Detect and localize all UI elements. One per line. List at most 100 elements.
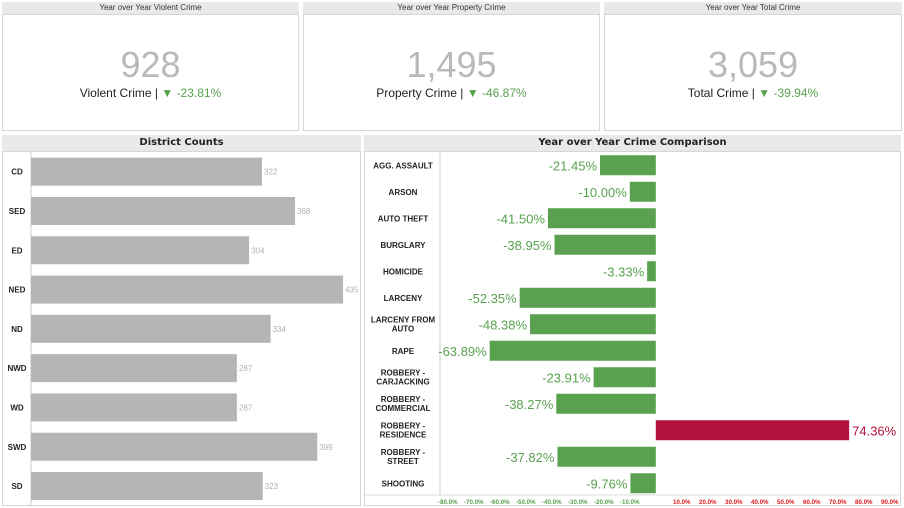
district-data-label: 334 [273,325,287,334]
yoy-data-label: -63.89% [438,344,487,359]
kpi-violent-change: -23.81% [176,86,222,100]
district-category-label: SD [11,482,22,491]
kpi-property-line: Property Crime | ▼ -46.87% [304,86,599,100]
kpi-violent-header: Year over Year Violent Crime [2,2,299,14]
district-data-label: 368 [297,207,311,216]
district-counts-panel: CD 322 SED 368 ED 304 NED 435 ND 334 NWD 287 WD 287 SW… [2,151,361,506]
yoy-bar [655,420,850,441]
yoy-bar [547,208,656,229]
yoy-bar [489,340,656,361]
district-data-label: 323 [265,482,279,491]
kpi-violent-value: 928 [120,44,181,85]
district-category-label: NWD [7,364,26,373]
yoy-category-label: LARCENY [384,294,423,303]
district-data-label: 399 [319,443,333,452]
yoy-category-label: AUTO THEFT [378,214,429,223]
yoy-tick-label: -70.0% [464,499,484,505]
district-bar [31,432,318,461]
yoy-bar [557,446,656,467]
down-arrow-icon: ▼ [161,86,174,100]
yoy-comparison-title: Year over Year Crime Comparison [364,135,901,151]
yoy-category-label: ARSON [389,188,418,197]
district-bar [31,393,237,422]
kpi-total-value: 3,059 [707,44,799,85]
district-counts-chart: CD 322 SED 368 ED 304 NED 435 ND 334 NWD 287 WD 287 SW… [7,152,359,505]
yoy-tick-label: 30.0% [725,499,743,505]
yoy-tick-label: 10.0% [673,499,691,505]
yoy-data-label: -38.27% [505,397,554,412]
yoy-category-label: RAPE [392,347,415,356]
district-bar [31,196,295,225]
district-bar [31,236,250,265]
yoy-comparison-panel: AGG. ASSAULT -21.45% ARSON -10.00% AUTO THEF… [364,151,901,506]
yoy-tick-label: 60.0% [803,499,821,505]
yoy-data-label: -21.45% [549,158,598,173]
yoy-category-label: AGG. ASSAULT [373,161,433,170]
yoy-bar [629,181,656,202]
yoy-category-label: ROBBERY -COMMERCIAL [375,395,430,413]
yoy-data-label: -41.50% [496,211,545,226]
yoy-data-label: -9.76% [586,476,628,491]
yoy-data-label: -3.33% [603,264,645,279]
yoy-data-label: -37.82% [506,450,555,465]
district-category-label: SED [9,207,26,216]
yoy-data-label: 74.36% [852,423,897,438]
yoy-bar [554,234,656,255]
yoy-tick-label: 80.0% [855,499,873,505]
district-bar [31,354,237,383]
yoy-data-label: -10.00% [578,185,627,200]
yoy-comparison-chart: AGG. ASSAULT -21.45% ARSON -10.00% AUTO THEF… [365,152,900,505]
yoy-category-label: ROBBERY -STREET [381,448,426,466]
kpi-property-change: -46.87% [482,86,527,100]
kpi-property-label: Property Crime | [376,86,464,100]
yoy-bar [647,261,656,282]
yoy-tick-label: -80.0% [438,499,458,505]
kpi-property-value: 1,495 [406,44,497,85]
yoy-tick-label: -20.0% [594,499,614,505]
district-bar [31,275,344,304]
yoy-category-label: LARCENY FROM AUTO [371,315,436,333]
kpi-violent-line: Violent Crime | ▼ -23.81% [3,86,298,100]
district-category-label: ND [11,325,23,334]
district-data-label: 435 [345,286,359,295]
yoy-tick-label: -50.0% [516,499,536,505]
yoy-category-label: BURGLARY [380,241,426,250]
yoy-tick-label: 70.0% [829,499,847,505]
kpi-violent-card: 928 Violent Crime | ▼ -23.81% [2,14,299,131]
down-arrow-icon: ▼ [466,86,479,100]
yoy-category-label: SHOOTING [382,479,425,488]
yoy-bar [593,367,656,388]
kpi-property-card: 1,495 Property Crime | ▼ -46.87% [303,14,600,131]
yoy-tick-label: -40.0% [542,499,562,505]
kpi-total-header: Year over Year Total Crime [604,2,902,14]
yoy-bar [530,314,656,335]
yoy-bar [519,287,656,308]
district-bar [31,472,263,501]
district-bar [31,314,271,343]
yoy-bar [600,155,656,176]
kpi-property-header: Year over Year Property Crime [303,2,600,14]
district-data-label: 304 [251,246,265,255]
district-data-label: 322 [264,168,278,177]
yoy-category-label: ROBBERY -RESIDENCE [380,421,427,439]
yoy-data-label: -52.35% [468,291,517,306]
yoy-tick-label: 40.0% [751,499,769,505]
kpi-total-label: Total Crime | [687,86,755,100]
district-category-label: NED [9,286,26,295]
yoy-bar [630,473,656,494]
yoy-category-label: ROBBERY -CARJACKING [376,368,429,386]
yoy-tick-label: 90.0% [881,499,899,505]
kpi-total-change: -39.94% [773,86,819,100]
kpi-total-card: 3,059 Total Crime | ▼ -39.94% [604,14,902,131]
district-data-label: 287 [239,403,253,412]
yoy-data-label: -23.91% [542,370,591,385]
yoy-tick-label: -10.0% [620,499,640,505]
district-category-label: CD [11,168,23,177]
district-category-label: ED [11,246,22,255]
down-arrow-icon: ▼ [758,86,771,100]
yoy-data-label: -48.38% [479,317,528,332]
yoy-tick-label: 50.0% [777,499,795,505]
kpi-total-line: Total Crime | ▼ -39.94% [605,86,901,100]
district-category-label: WD [10,403,24,412]
yoy-tick-label: 20.0% [699,499,717,505]
